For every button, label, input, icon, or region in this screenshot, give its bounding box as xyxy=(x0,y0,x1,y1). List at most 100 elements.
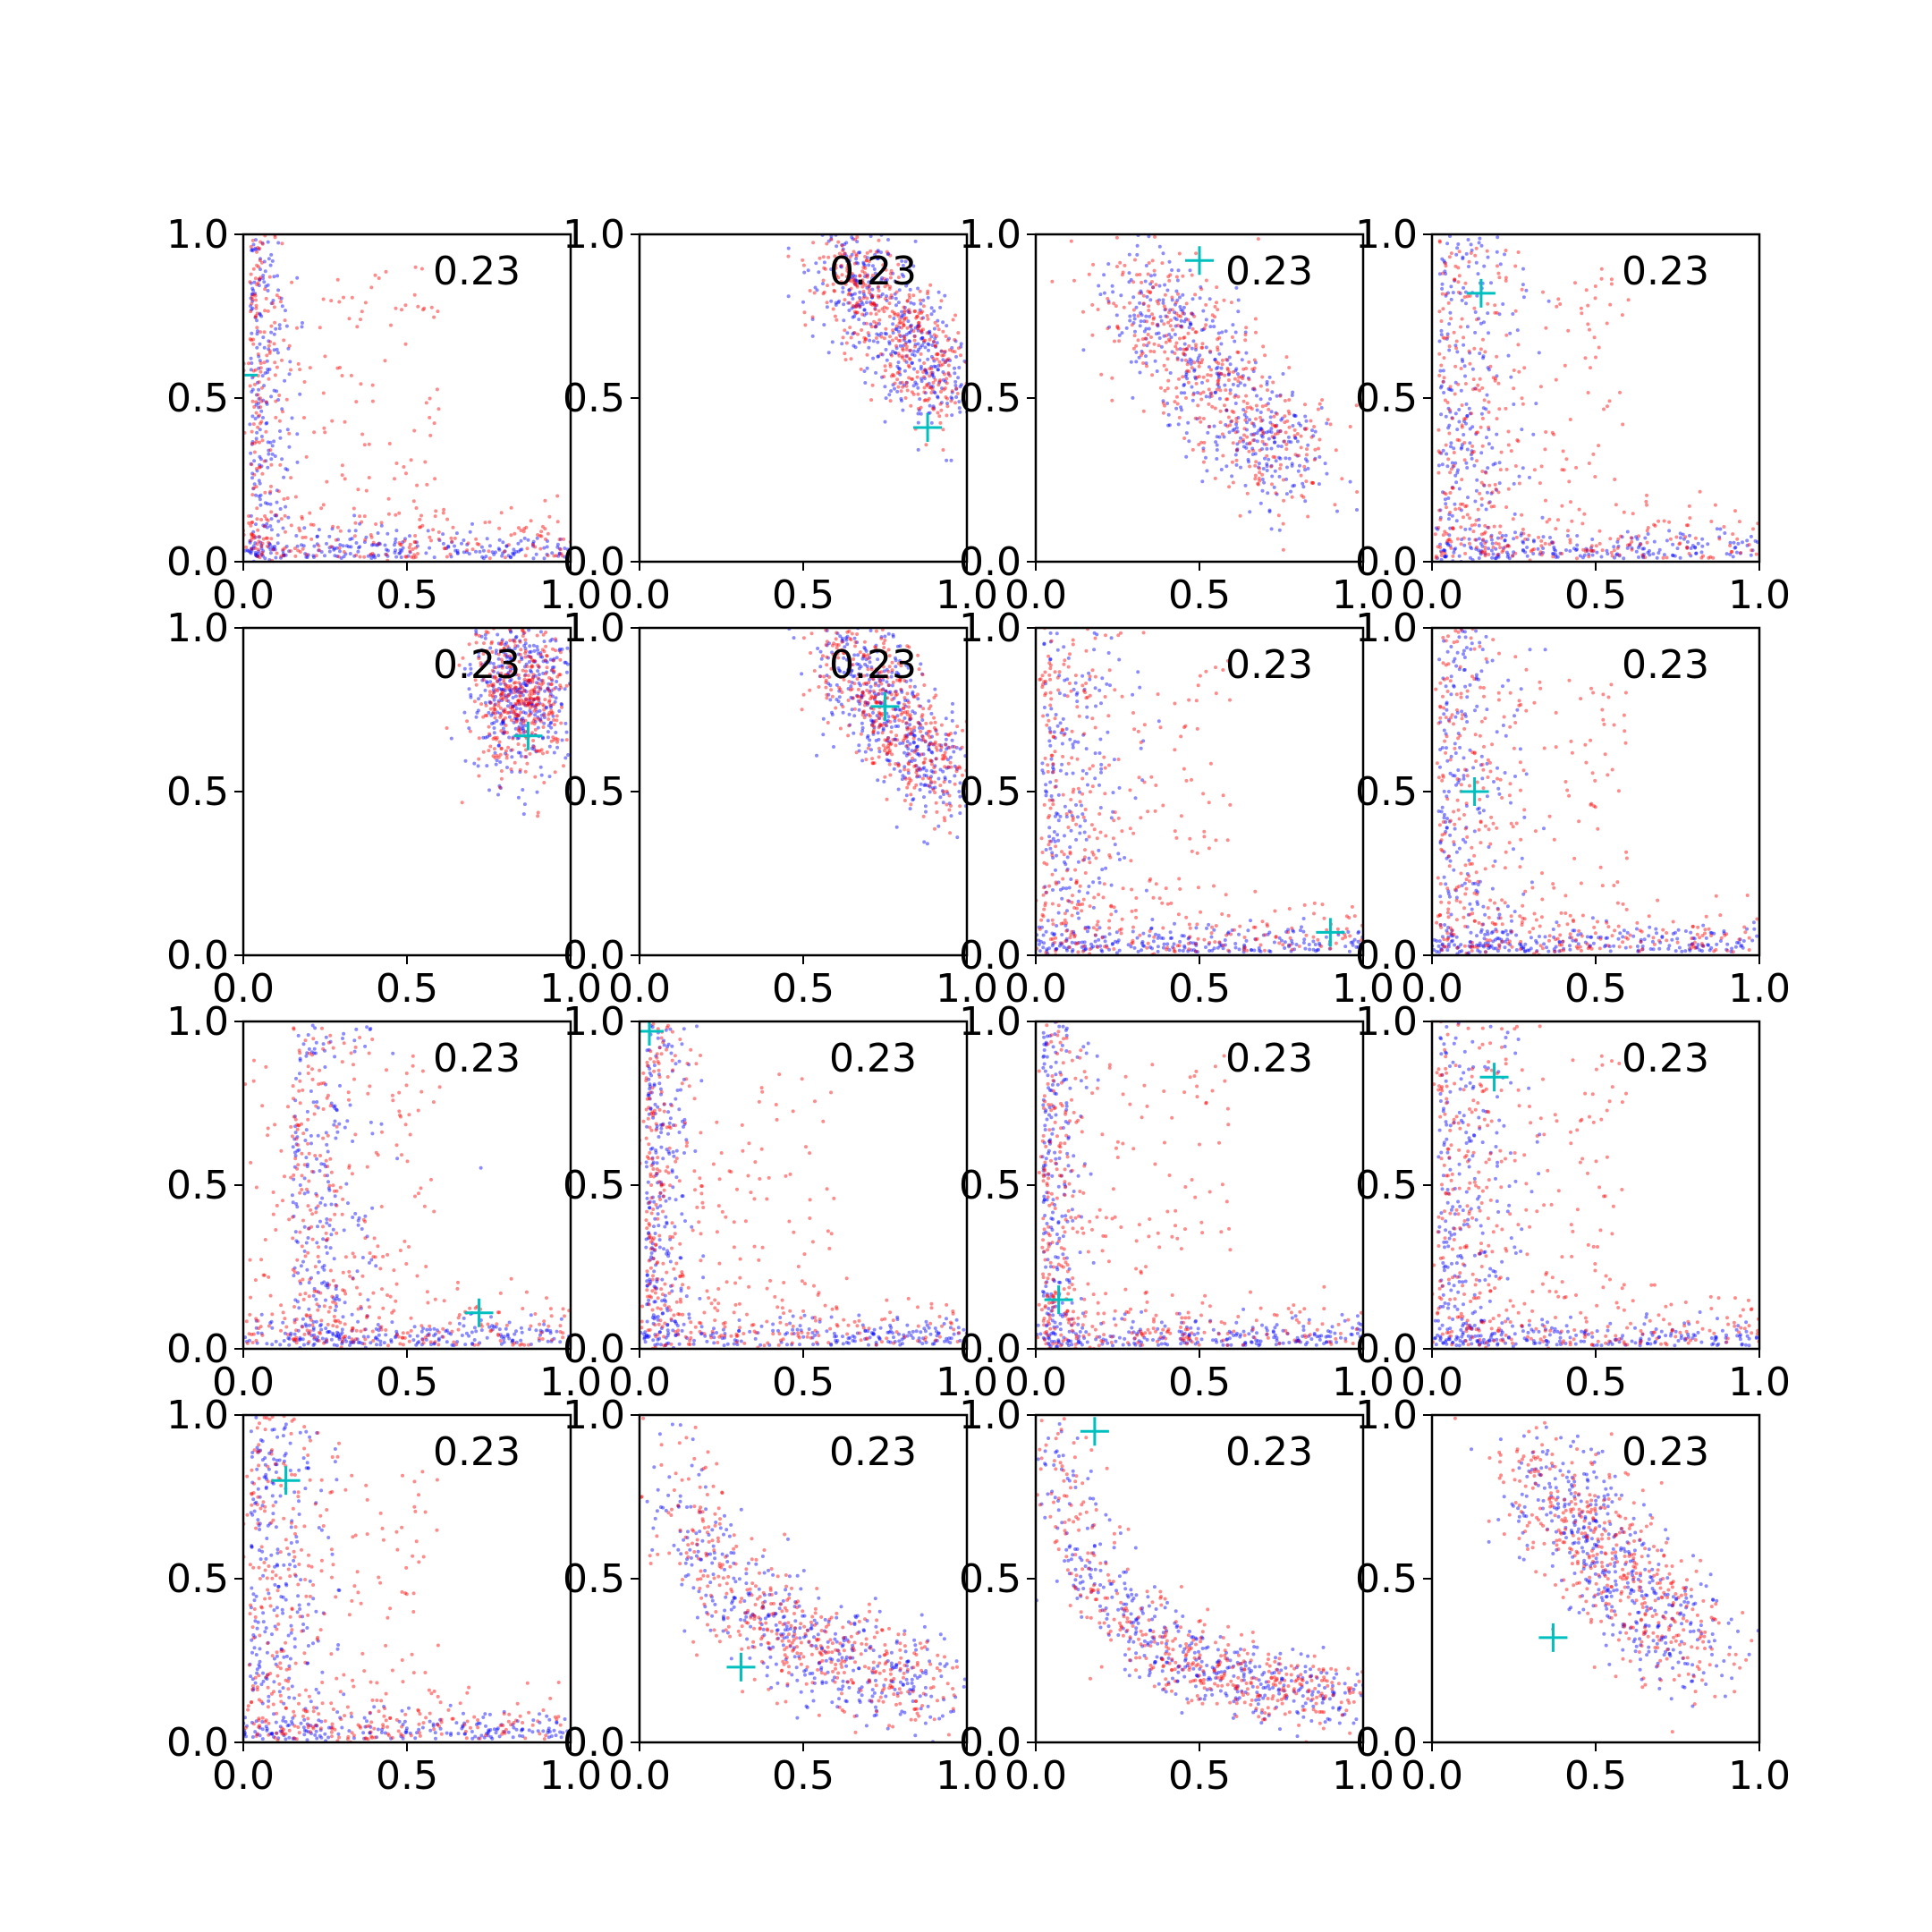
scatter-point xyxy=(1069,828,1073,833)
scatter-point xyxy=(261,554,265,558)
scatter-point xyxy=(1163,283,1167,287)
scatter-point xyxy=(537,685,541,690)
scatter-point xyxy=(261,274,266,277)
scatter-point xyxy=(1081,309,1085,314)
scatter-point xyxy=(879,636,884,640)
scatter-point xyxy=(356,487,360,492)
x-tick-label: 0.5 xyxy=(1564,572,1627,618)
scatter-point xyxy=(521,812,526,817)
scatter-point xyxy=(509,648,513,653)
scatter-point xyxy=(1460,298,1464,302)
scatter-point xyxy=(1481,406,1486,411)
scatter-point xyxy=(1583,549,1588,554)
scatter-point xyxy=(898,367,902,371)
scatter-point xyxy=(1248,418,1251,422)
scatter-point xyxy=(936,776,941,781)
scatter-point xyxy=(961,398,965,402)
scatter-point xyxy=(428,433,433,437)
scatter-point xyxy=(908,684,912,689)
scatter-point xyxy=(861,654,866,658)
scatter-point xyxy=(936,324,940,328)
scatter-point xyxy=(928,742,932,746)
scatter-point xyxy=(852,731,856,735)
scatter-point xyxy=(496,657,501,661)
scatter-point xyxy=(932,359,936,363)
scatter-point xyxy=(532,697,537,701)
scatter-point xyxy=(1465,447,1470,452)
scatter-point xyxy=(898,769,902,774)
scatter-point xyxy=(1694,551,1699,555)
scatter-point xyxy=(564,683,569,688)
scatter-point xyxy=(1452,446,1456,451)
scatter-point xyxy=(250,532,254,537)
scatter-point xyxy=(521,628,524,632)
scatter-point xyxy=(1097,284,1101,288)
scatter-point xyxy=(898,708,902,712)
scatter-point xyxy=(1436,449,1441,453)
scatter-point xyxy=(898,678,902,682)
scatter-point xyxy=(1467,259,1471,264)
scatter-point xyxy=(1283,399,1287,402)
scatter-point xyxy=(900,258,904,263)
scatter-point xyxy=(1648,548,1651,553)
scatter-point xyxy=(312,544,317,548)
scatter-point xyxy=(1128,314,1132,318)
scatter-point xyxy=(555,656,559,660)
scatter-point xyxy=(1166,423,1171,428)
scatter-point xyxy=(939,390,943,394)
scatter-point xyxy=(555,745,560,750)
scatter-point xyxy=(883,385,887,389)
scatter-point xyxy=(248,540,252,545)
scatter-point xyxy=(496,699,501,703)
scatter-point xyxy=(1258,384,1263,388)
scatter-point xyxy=(858,305,862,309)
scatter-point xyxy=(1487,552,1491,556)
scatter-point xyxy=(901,719,905,724)
scatter-point xyxy=(275,488,279,493)
scatter-point xyxy=(1640,547,1645,551)
scatter-point xyxy=(475,542,479,546)
scatter-point xyxy=(504,655,509,659)
scatter-point xyxy=(856,699,860,703)
scatter-point xyxy=(268,440,273,445)
scatter-point xyxy=(945,802,949,807)
scatter-point xyxy=(515,712,519,716)
scatter-point xyxy=(1110,942,1114,946)
scatter-point xyxy=(353,521,358,525)
scatter-point xyxy=(1207,425,1211,428)
scatter-point xyxy=(1462,364,1467,369)
scatter-point xyxy=(553,770,557,775)
scatter-point xyxy=(1293,414,1298,418)
scatter-point xyxy=(446,545,451,549)
scatter-point xyxy=(1464,504,1469,508)
scatter-point xyxy=(493,711,497,716)
scatter-point xyxy=(853,274,858,278)
scatter-point xyxy=(258,413,261,418)
scatter-point xyxy=(1537,351,1541,355)
scatter-point xyxy=(888,362,893,366)
scatter-point xyxy=(1162,322,1166,326)
scatter-point xyxy=(530,704,535,708)
scatter-point xyxy=(264,536,268,540)
scatter-point xyxy=(905,281,910,285)
scatter-point xyxy=(526,681,530,685)
scatter-point xyxy=(309,537,314,541)
scatter-point xyxy=(842,677,846,682)
scatter-point xyxy=(850,271,854,275)
scatter-point xyxy=(1161,301,1165,305)
scatter-point xyxy=(1616,544,1621,548)
scatter-point xyxy=(1152,342,1157,346)
scatter-point xyxy=(905,691,910,696)
scatter-point xyxy=(531,541,535,546)
scatter-point xyxy=(1446,291,1450,295)
scatter-point xyxy=(908,330,912,335)
scatter-point xyxy=(932,390,936,394)
scatter-point xyxy=(254,411,258,415)
scatter-point xyxy=(319,550,324,554)
scatter-point xyxy=(1194,343,1198,347)
scatter-point xyxy=(862,308,867,312)
scatter-point xyxy=(917,320,921,325)
scatter-point xyxy=(386,548,390,553)
scatter-point xyxy=(389,323,393,327)
scatter-point xyxy=(892,696,896,700)
